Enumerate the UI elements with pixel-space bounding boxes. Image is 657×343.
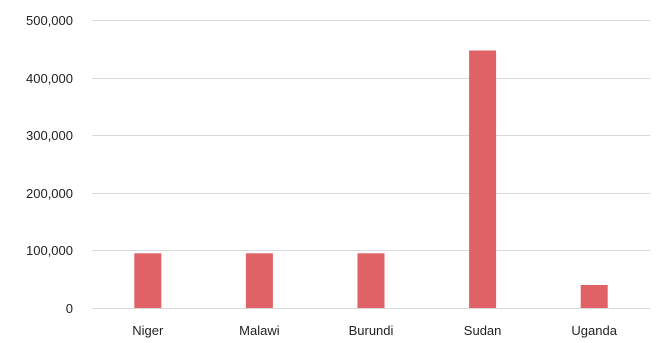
y-tick-label: 500,000 <box>26 13 73 28</box>
x-tick-label: Niger <box>132 323 164 338</box>
bar-niger <box>134 253 162 308</box>
x-tick-label: Burundi <box>349 323 394 338</box>
bar-burundi <box>357 253 385 308</box>
y-tick-label: 100,000 <box>26 243 73 258</box>
y-tick-label: 200,000 <box>26 186 73 201</box>
y-axis-tick-labels: 0 100,000 200,000 300,000 400,000 500,000 <box>26 13 73 316</box>
x-tick-label: Uganda <box>571 323 617 338</box>
bar-uganda <box>580 285 608 308</box>
y-tick-label: 300,000 <box>26 128 73 143</box>
x-tick-label: Malawi <box>239 323 280 338</box>
bar-malawi <box>245 253 273 308</box>
bar-sudan <box>469 50 497 308</box>
bars <box>134 50 608 308</box>
x-tick-label: Sudan <box>464 323 502 338</box>
y-tick-label: 400,000 <box>26 71 73 86</box>
x-axis-tick-labels: Niger Malawi Burundi Sudan Uganda <box>132 323 617 338</box>
y-tick-label: 0 <box>66 301 73 316</box>
gridlines <box>92 20 650 309</box>
